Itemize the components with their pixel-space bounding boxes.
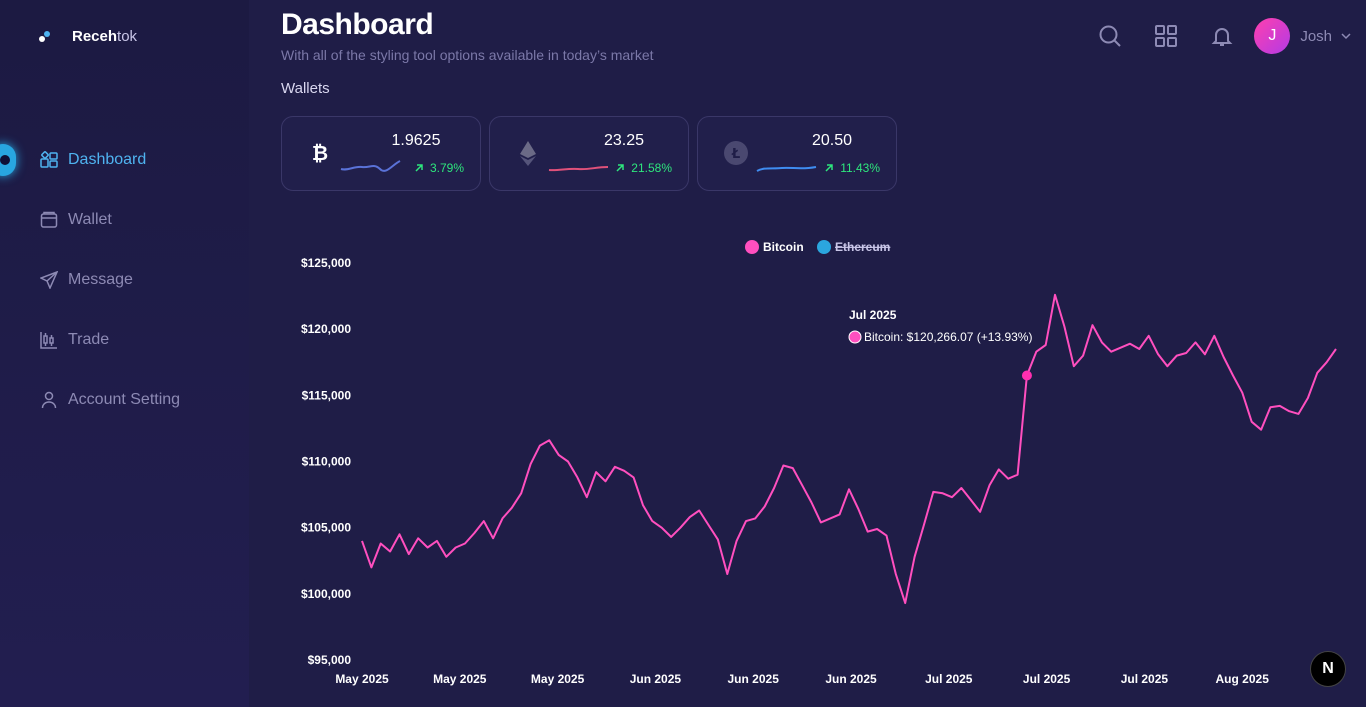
tooltip-text: Bitcoin: $120,266.07 (+13.93%)	[864, 330, 1032, 344]
wallet-value: 23.25	[603, 132, 645, 149]
y-tick-label: $125,000	[301, 256, 351, 270]
x-tick-label: Jun 2025	[728, 672, 780, 686]
page-subtitle: With all of the styling tool options ava…	[281, 47, 654, 63]
candlestick-icon	[40, 332, 57, 349]
wallet-card-bitcoin[interactable]: ₿ 1.9625 3.79%	[281, 116, 481, 191]
bitcoin-line	[361, 293, 1337, 605]
y-tick-label: $110,000	[302, 455, 352, 469]
avatar[interactable]: J	[1254, 18, 1291, 54]
tooltip-marker	[848, 330, 862, 344]
x-tick-label: Jul 2025	[1023, 672, 1071, 686]
sidebar-item-message[interactable]: Message	[40, 268, 180, 292]
change-badge: 21.58%	[615, 161, 672, 175]
legend-label: Bitcoin	[763, 240, 804, 254]
hover-point	[1021, 370, 1032, 381]
legend-label: Ethereum	[835, 240, 890, 254]
user-name[interactable]: Josh	[1300, 27, 1332, 45]
wallet-cards: ₿ 1.9625 3.79% 23.25 21.58% Ł	[281, 116, 897, 191]
wallet-value: 20.50	[811, 132, 853, 149]
sidebar-item-trade[interactable]: Trade	[40, 328, 180, 352]
sparkline	[340, 160, 401, 172]
page-title: Dashboard	[281, 8, 434, 41]
dashboard-icon	[40, 151, 58, 168]
brand-name: Recehtok	[72, 28, 138, 45]
wallet-value: 1.9625	[391, 132, 441, 149]
arrow-up-right-icon	[616, 164, 625, 172]
bitcoin-icon: ₿	[312, 141, 328, 165]
sidebar-item-label: Dashboard	[68, 151, 147, 168]
change-badge: 11.43%	[824, 161, 880, 175]
y-tick-label: $115,000	[302, 388, 352, 402]
top-bar: J Josh	[1098, 18, 1352, 54]
brand-logo[interactable]: Recehtok	[38, 28, 137, 45]
legend-marker	[745, 240, 759, 254]
sidebar: Recehtok Dashboard Wallet Message Trade …	[0, 0, 249, 707]
chart-svg: $125,000 $120,000 $115,000 $110,000 $105,000…	[301, 240, 1337, 686]
wallet-card-litecoin[interactable]: Ł 20.50 11.43%	[697, 116, 897, 191]
svg-text:₿: ₿	[312, 141, 328, 165]
y-tick-label: $120,000	[301, 322, 351, 336]
sidebar-item-label: Trade	[68, 331, 110, 348]
next-dev-indicator-button[interactable]: N	[1310, 651, 1346, 687]
change-badge: 3.79%	[414, 161, 464, 175]
bell-icon[interactable]	[1210, 24, 1234, 48]
x-tick-label: May 2025	[531, 672, 585, 686]
main-content: Dashboard With all of the styling tool o…	[249, 0, 1366, 707]
legend-marker	[817, 240, 831, 254]
x-tick-label: May 2025	[433, 672, 487, 686]
litecoin-icon: Ł	[724, 141, 748, 165]
chevron-down-icon[interactable]	[1340, 30, 1352, 42]
sparkline	[756, 166, 817, 172]
sidebar-item-label: Message	[68, 271, 133, 288]
sidebar-item-label: Wallet	[68, 211, 112, 228]
arrow-up-right-icon	[415, 164, 423, 172]
sidebar-item-label: Account Setting	[68, 391, 181, 408]
price-chart[interactable]: $125,000 $120,000 $115,000 $110,000 $105,000…	[249, 230, 1366, 707]
y-tick-label: $100,000	[301, 587, 351, 601]
logo-icon	[39, 30, 50, 42]
sidebar-item-dashboard[interactable]: Dashboard	[40, 148, 180, 172]
x-tick-label: Jun 2025	[825, 672, 877, 686]
arrow-up-right-icon	[825, 164, 833, 172]
active-nav-indicator	[0, 144, 16, 176]
sidebar-item-account-setting[interactable]: Account Setting	[40, 388, 180, 412]
wallet-icon	[40, 211, 58, 228]
x-tick-label: Jun 2025	[630, 672, 682, 686]
x-tick-label: Aug 2025	[1216, 672, 1270, 686]
y-tick-label: $95,000	[308, 653, 352, 667]
tooltip-title: Jul 2025	[849, 308, 897, 322]
sparkline	[548, 166, 609, 172]
search-icon[interactable]	[1098, 24, 1122, 48]
apps-grid-icon[interactable]	[1154, 24, 1178, 48]
sidebar-nav: Dashboard Wallet Message Trade Account S…	[40, 148, 180, 448]
y-tick-label: $105,000	[301, 521, 351, 535]
ethereum-icon	[520, 141, 536, 166]
sidebar-item-wallet[interactable]: Wallet	[40, 208, 180, 232]
user-icon	[41, 391, 57, 409]
svg-text:Ł: Ł	[731, 147, 740, 162]
x-tick-label: Jul 2025	[925, 672, 973, 686]
x-tick-label: Jul 2025	[1121, 672, 1169, 686]
x-tick-label: May 2025	[335, 672, 389, 686]
send-icon	[40, 271, 58, 289]
wallets-heading: Wallets	[281, 80, 330, 97]
wallet-card-ethereum[interactable]: 23.25 21.58%	[489, 116, 689, 191]
